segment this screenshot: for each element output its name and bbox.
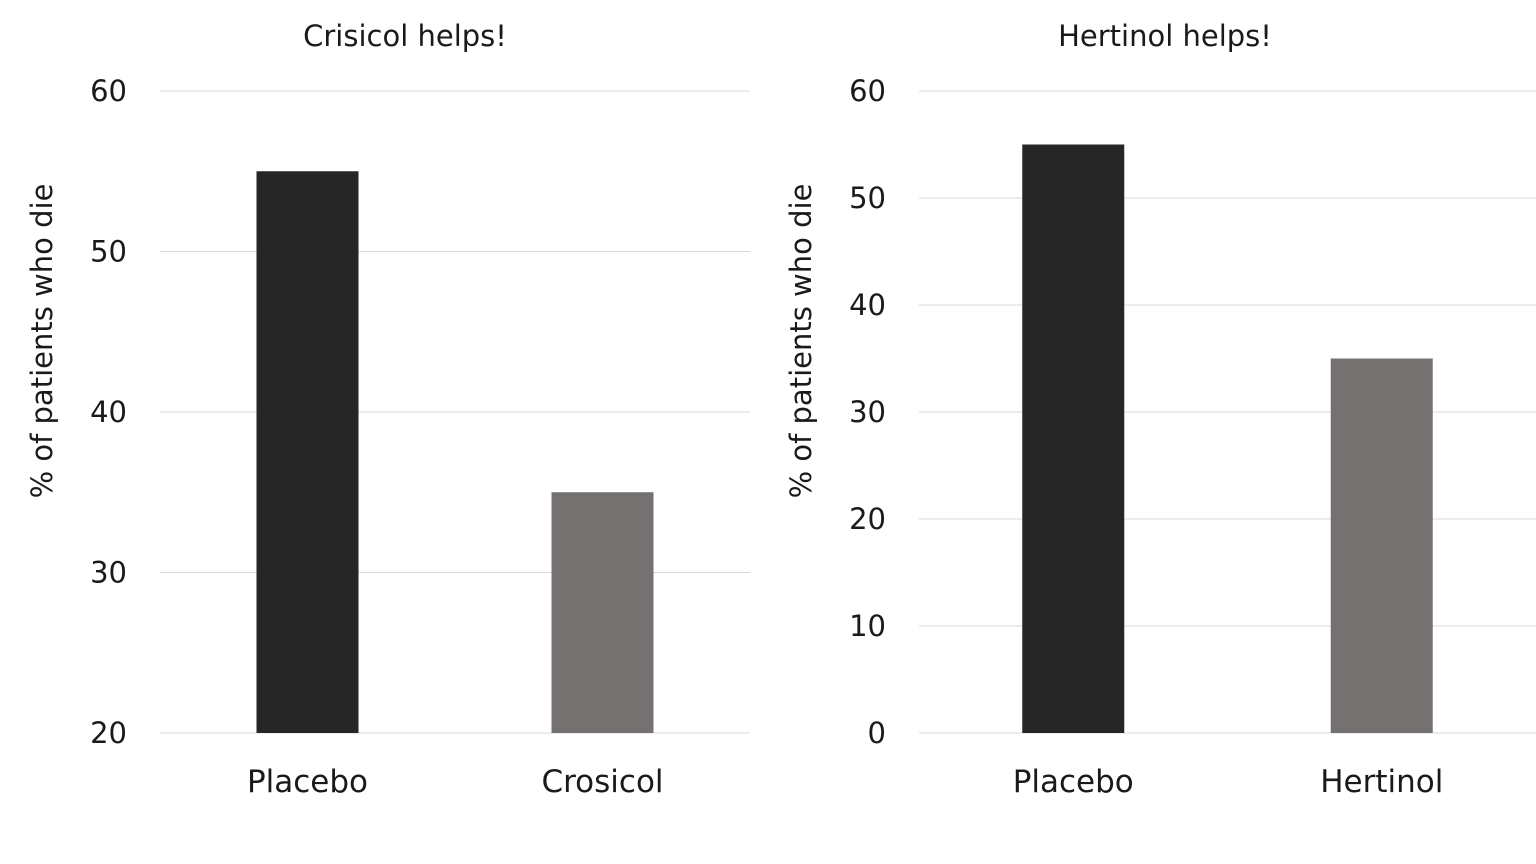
bar-hertinol	[1330, 358, 1433, 733]
chart-title: Hertinol helps!	[1058, 19, 1272, 53]
bars	[256, 171, 654, 733]
bar-crosicol	[551, 492, 654, 733]
gridlines	[919, 90, 1536, 734]
bar-placebo	[256, 171, 359, 733]
category-label: Placebo	[247, 764, 368, 800]
category-labels: Placebo Crosicol	[247, 764, 664, 800]
y-tick-labels: 20 30 40 50 60	[90, 74, 127, 750]
y-tick-labels: 0 10 20 30 40 50 60	[849, 74, 886, 750]
y-tick-label: 50	[849, 181, 886, 215]
y-tick-label: 60	[90, 74, 127, 108]
y-tick-label: 10	[849, 609, 886, 643]
category-label: Crosicol	[541, 764, 663, 800]
y-axis-label: % of patients who die	[25, 184, 59, 499]
y-tick-label: 30	[849, 395, 886, 429]
y-tick-label: 40	[90, 395, 127, 429]
chart-crisicol: Crisicol helps! % of patients who die 20…	[25, 19, 750, 800]
category-label: Placebo	[1013, 764, 1134, 800]
y-tick-label: 60	[849, 74, 886, 108]
bars	[1022, 144, 1433, 733]
y-tick-label: 30	[90, 556, 127, 590]
gridlines	[160, 90, 750, 734]
category-label: Hertinol	[1320, 764, 1443, 800]
y-tick-label: 40	[849, 288, 886, 322]
y-tick-label: 20	[90, 716, 127, 750]
y-tick-label: 20	[849, 502, 886, 536]
y-axis-label: % of patients who die	[784, 184, 818, 499]
y-tick-label: 50	[90, 235, 127, 269]
chart-hertinol: Hertinol helps! % of patients who die 0 1…	[784, 19, 1536, 800]
category-labels: Placebo Hertinol	[1013, 764, 1444, 800]
y-tick-label: 0	[868, 716, 886, 750]
chart-title: Crisicol helps!	[303, 19, 507, 53]
bar-placebo	[1022, 144, 1125, 733]
